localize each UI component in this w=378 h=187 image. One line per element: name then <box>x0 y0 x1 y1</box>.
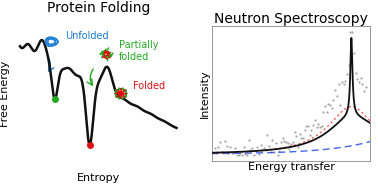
Point <box>290 140 296 143</box>
Point <box>305 124 311 127</box>
Point <box>232 147 238 150</box>
Point <box>212 146 218 149</box>
Point <box>281 140 287 143</box>
Point <box>327 103 333 106</box>
Point <box>298 136 304 139</box>
Point <box>322 105 328 108</box>
Text: Unfolded: Unfolded <box>65 31 109 41</box>
Point <box>293 134 299 137</box>
Point <box>285 141 291 144</box>
Point <box>220 150 226 153</box>
Point <box>227 145 233 148</box>
Point <box>307 133 313 136</box>
Point <box>256 153 262 156</box>
Point <box>361 90 367 93</box>
Point <box>341 82 347 85</box>
Point <box>310 124 316 127</box>
Point <box>288 143 294 146</box>
Point <box>257 143 263 146</box>
Point <box>280 137 286 140</box>
Point <box>268 150 274 153</box>
Point <box>271 150 277 153</box>
Point <box>344 73 350 76</box>
Point <box>246 138 252 141</box>
Point <box>313 125 319 128</box>
Point <box>283 141 289 144</box>
Point <box>249 146 255 149</box>
Point <box>259 149 265 152</box>
Point <box>291 131 297 134</box>
Point <box>231 151 237 154</box>
Point <box>342 79 349 82</box>
Point <box>215 145 221 148</box>
Point <box>218 150 225 153</box>
Point <box>349 30 355 33</box>
Point <box>325 102 332 105</box>
Point <box>302 128 308 131</box>
Point <box>239 154 245 157</box>
Point <box>241 146 247 149</box>
Point <box>346 64 352 67</box>
Point <box>330 98 336 101</box>
Point <box>359 82 365 85</box>
Point <box>297 133 303 136</box>
Point <box>214 150 220 153</box>
Point <box>264 134 270 137</box>
Point <box>317 126 323 129</box>
Point <box>253 149 259 152</box>
Text: Partially
folded: Partially folded <box>119 40 159 62</box>
Point <box>332 88 338 91</box>
Point <box>339 81 345 84</box>
Point <box>266 144 272 147</box>
X-axis label: Energy transfer: Energy transfer <box>248 162 335 172</box>
Point <box>312 119 318 122</box>
Point <box>270 139 276 142</box>
Point <box>237 151 243 154</box>
Point <box>254 145 260 148</box>
Point <box>347 30 353 33</box>
Point <box>334 95 340 98</box>
Point <box>222 140 228 142</box>
Title: Neutron Spectroscopy: Neutron Spectroscopy <box>214 12 368 26</box>
Point <box>315 122 321 125</box>
Point <box>263 148 269 151</box>
Y-axis label: Free Energy: Free Energy <box>0 60 10 127</box>
Point <box>337 104 343 107</box>
Point <box>248 148 254 151</box>
Point <box>274 154 280 157</box>
Title: Protein Folding: Protein Folding <box>46 1 150 15</box>
Point <box>329 107 335 110</box>
Point <box>251 154 257 157</box>
Point <box>242 153 248 156</box>
Point <box>351 51 357 54</box>
Point <box>320 110 326 113</box>
Text: Folded: Folded <box>133 81 165 91</box>
Point <box>225 151 231 154</box>
Point <box>356 80 362 83</box>
Point <box>353 71 359 74</box>
Point <box>217 140 223 143</box>
Point <box>324 111 330 114</box>
Point <box>319 124 325 127</box>
Point <box>300 137 306 140</box>
Point <box>354 78 360 81</box>
Point <box>295 146 301 149</box>
Point <box>308 129 314 132</box>
Point <box>235 154 242 157</box>
Point <box>278 140 284 143</box>
Point <box>363 86 369 89</box>
X-axis label: Entropy: Entropy <box>77 173 120 183</box>
Point <box>287 148 293 151</box>
Point <box>244 154 250 157</box>
Point <box>303 125 309 128</box>
Point <box>224 144 230 147</box>
Point <box>336 82 342 85</box>
Point <box>261 147 267 150</box>
Point <box>276 150 282 153</box>
Point <box>358 76 364 79</box>
Point <box>229 151 235 154</box>
Point <box>234 154 240 157</box>
Y-axis label: Intensity: Intensity <box>200 69 210 118</box>
Point <box>273 142 279 145</box>
